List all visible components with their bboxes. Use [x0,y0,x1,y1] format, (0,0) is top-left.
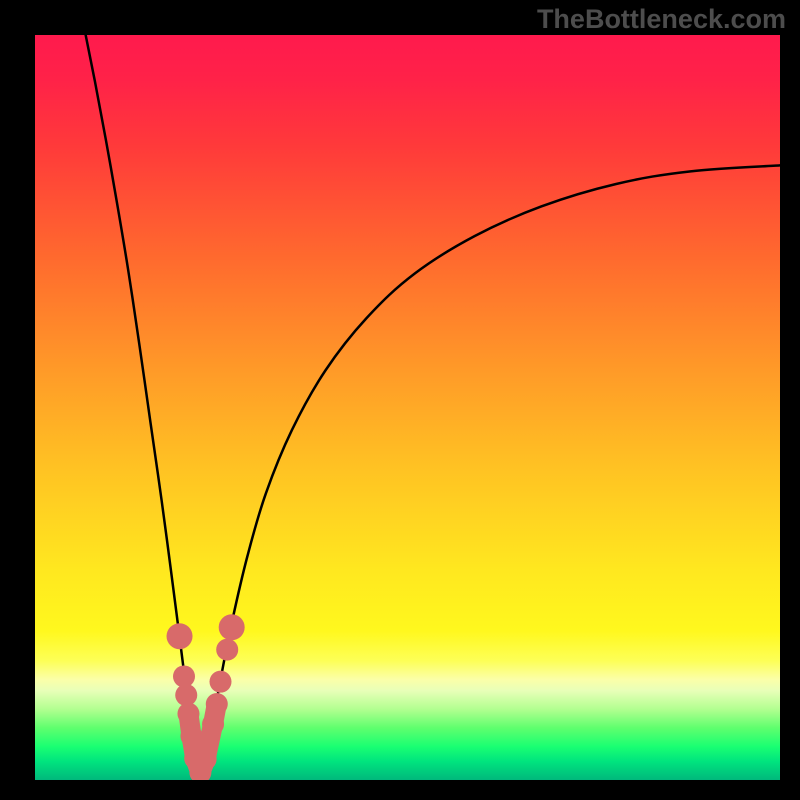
marker-dot [210,671,232,693]
marker-dot [216,639,238,661]
marker-dot [173,665,195,687]
marker-cap-left [167,623,193,649]
bottleneck-chart: TheBottleneck.com [0,0,800,800]
plot-gradient-rect [35,35,780,780]
watermark-text: TheBottleneck.com [537,4,786,35]
chart-svg [0,0,800,800]
marker-cap-right [219,614,245,640]
marker-dot [175,684,197,706]
